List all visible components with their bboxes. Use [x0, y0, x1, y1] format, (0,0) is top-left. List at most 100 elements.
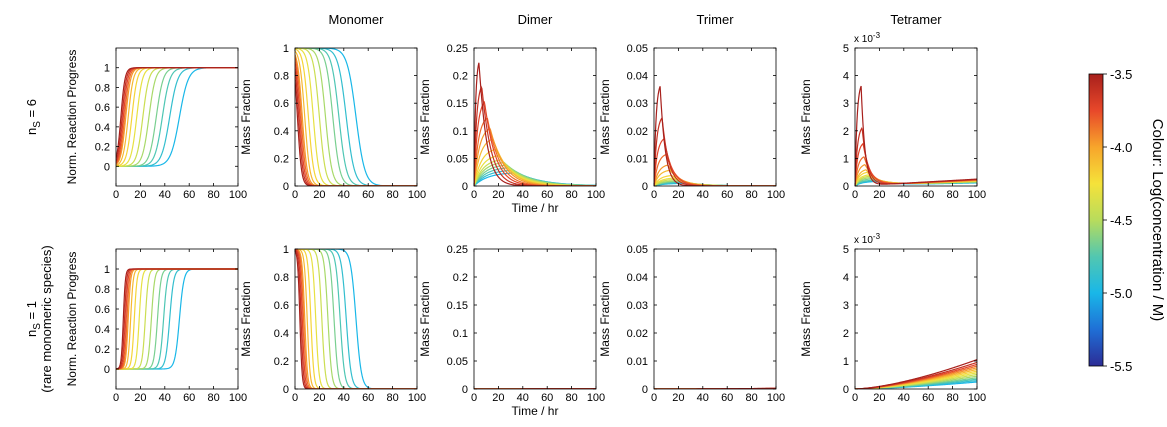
plot-frame — [294, 47, 418, 187]
y-tick-label: 1 — [843, 356, 849, 368]
x-tick-label: 0 — [471, 392, 477, 404]
x-axis-label: Time / hr — [512, 404, 559, 418]
series-group — [654, 86, 776, 186]
x-tick-label: 0 — [292, 189, 298, 201]
x-tick-label: 20 — [313, 392, 325, 404]
colorbar-label: Colour: Log(concentration / M) — [1149, 119, 1166, 322]
y-tick-label: 0.6 — [95, 102, 110, 114]
plot-frame — [653, 47, 777, 187]
y-tick-label: 0 — [843, 181, 849, 193]
y-tick-label: 0.2 — [453, 272, 468, 284]
x-tick-label: 80 — [386, 189, 398, 201]
plot-frame — [473, 47, 597, 187]
y-tick-label: 0.1 — [453, 328, 468, 340]
series-line — [855, 126, 977, 186]
x-tick-label: 0 — [471, 189, 477, 201]
series-line — [116, 67, 238, 159]
x-tick-label: 60 — [541, 392, 553, 404]
row2-trimer-panel: 0 20 40 60 80 100 0 0.01 0.02 0.03 0.04 0.05 Mass Fr… — [598, 244, 785, 404]
y-tick-label: 0.2 — [95, 142, 110, 154]
row1-tetramer-panel: 0 20 40 60 80 100 0 1 2 3 4 5 Mass Fraction x 10-3 — [799, 31, 986, 201]
series-group — [295, 48, 417, 186]
row1-dimer-panel: 0 20 40 60 80 100 0 0.05 0.1 0.15 0.2 0.25 Mass Frac… — [418, 43, 605, 215]
y-tick-label: 0.25 — [447, 43, 468, 55]
series-line — [654, 86, 776, 186]
series-line — [295, 48, 417, 186]
row1-trimer-panel: 0 20 40 60 80 100 0 0.01 0.02 0.03 0.04 0.05 Mass Fr… — [598, 43, 785, 201]
y-tick-label: 0 — [843, 384, 849, 396]
x-tick-label: 100 — [408, 392, 426, 404]
y-tick-label: 0.04 — [627, 71, 648, 83]
x-tick-label: 40 — [338, 189, 350, 201]
y-axis-label: Mass Fraction — [418, 281, 432, 356]
colorbar-tick-label: -4.0 — [1110, 140, 1132, 155]
plot-frame — [854, 47, 978, 187]
x-tick-label: 0 — [292, 392, 298, 404]
x-tick-label: 40 — [517, 189, 529, 201]
y-tick-label: 0 — [462, 181, 468, 193]
x-tick-label: 60 — [183, 189, 195, 201]
colorbar-tick-label: -5.0 — [1110, 286, 1132, 301]
series-group — [855, 359, 977, 389]
x-tick-label: 20 — [873, 189, 885, 201]
y-tick-label: 0 — [104, 364, 110, 376]
x-tick-label: 80 — [745, 189, 757, 201]
x-tick-label: 80 — [946, 189, 958, 201]
x-tick-label: 20 — [492, 392, 504, 404]
x-tick-label: 20 — [672, 189, 684, 201]
y-tick-label: 0.02 — [627, 328, 648, 340]
x-tick-label: 0 — [651, 392, 657, 404]
row2-dimer-panel: 0 20 40 60 80 100 0 0.05 0.1 0.15 0.2 0.25 Mass Frac… — [418, 244, 605, 418]
y-tick-label: 0.8 — [95, 82, 110, 94]
y-tick-label: 0.4 — [274, 328, 289, 340]
y-tick-label: 0.04 — [627, 272, 648, 284]
y-tick-label: 0.8 — [274, 71, 289, 83]
x-tick-label: 60 — [183, 392, 195, 404]
plot-frame — [854, 248, 978, 390]
plot-frame — [653, 248, 777, 390]
y-tick-label: 0.02 — [627, 126, 648, 138]
y-tick-label: 1 — [104, 264, 110, 276]
row-label-text: nS = 1 — [24, 301, 43, 337]
series-group — [295, 249, 417, 389]
series-line — [116, 268, 238, 370]
row-label: nS = 1 (rare monomeric species) — [24, 245, 54, 392]
x-tick-label: 0 — [852, 392, 858, 404]
x-tick-label: 80 — [745, 392, 757, 404]
y-tick-label: 0 — [462, 384, 468, 396]
row-label-extra: (rare monomeric species) — [39, 245, 54, 392]
colorbar-tick-label: -4.5 — [1110, 213, 1132, 228]
y-tick-label: 4 — [843, 71, 849, 83]
x-tick-label: 20 — [873, 392, 885, 404]
y-axis-label: Mass Fraction — [799, 281, 813, 356]
x-tick-label: 40 — [159, 189, 171, 201]
plot-frame — [115, 47, 239, 187]
plot-frame — [473, 248, 597, 390]
y-tick-label: 0 — [642, 384, 648, 396]
x-tick-label: 100 — [767, 189, 785, 201]
y-tick-label: 0.03 — [627, 300, 648, 312]
y-tick-label: 0 — [642, 181, 648, 193]
x-tick-label: 60 — [721, 189, 733, 201]
x-tick-label: 60 — [922, 189, 934, 201]
series-group — [116, 67, 238, 167]
series-group — [474, 62, 596, 186]
y-tick-label: 0.01 — [627, 153, 648, 165]
y-tick-label: 0.4 — [274, 126, 289, 138]
y-multiplier-exponent: -3 — [873, 31, 881, 40]
row-label-text: nS = 6 — [24, 99, 43, 135]
x-axis-label: Time / hr — [512, 201, 559, 215]
y-tick-label: 2 — [843, 328, 849, 340]
row2-progress-panel: 0 20 40 60 80 100 0 0.2 0.4 0.6 0.8 1 Norm. Reaction… — [65, 248, 247, 404]
series-line — [295, 249, 417, 389]
x-tick-label: 100 — [229, 392, 247, 404]
x-tick-label: 0 — [651, 189, 657, 201]
y-tick-label: 1 — [843, 153, 849, 165]
y-tick-label: 0.4 — [95, 122, 110, 134]
y-tick-label: 0.8 — [274, 272, 289, 284]
x-tick-label: 60 — [922, 392, 934, 404]
y-tick-label: 0.6 — [274, 98, 289, 110]
y-tick-label: 2 — [843, 126, 849, 138]
column-title: Tetramer — [890, 12, 942, 27]
y-axis-label: Mass Fraction — [598, 79, 612, 154]
